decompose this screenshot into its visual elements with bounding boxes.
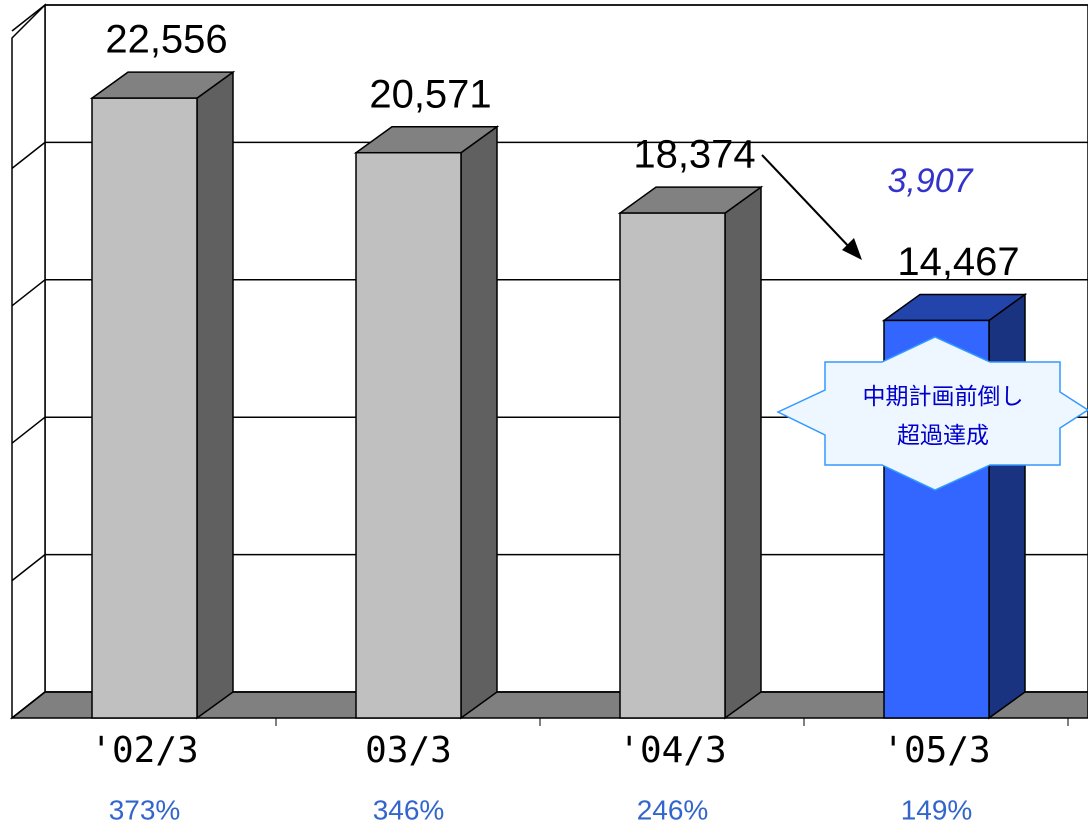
- arrow-head: [842, 238, 862, 260]
- bar: [355, 151, 462, 719]
- callout: [776, 336, 1088, 491]
- grid-line: [11, 4, 46, 32]
- side-wall: [11, 3, 46, 720]
- ratio-label: 149%: [901, 794, 973, 825]
- ratio-label: 346%: [373, 794, 445, 825]
- bar-side: [988, 292, 1026, 720]
- bar-side: [460, 125, 498, 720]
- grid-line: [11, 141, 46, 169]
- value-label: 22,556: [105, 18, 227, 62]
- x-tick-label: 03/3: [365, 730, 452, 771]
- callout-line: 超過達成: [897, 422, 989, 448]
- annotation: 3,907: [887, 162, 973, 200]
- value-label: 20,571: [369, 72, 491, 116]
- grid-line: [11, 279, 46, 307]
- grid-line: [11, 416, 46, 444]
- value-label: 18,374: [633, 133, 755, 177]
- bar: [91, 97, 198, 719]
- x-tick-label: '02/3: [90, 730, 198, 771]
- bar-side: [196, 70, 234, 720]
- value-label: 14,467: [897, 240, 1019, 284]
- ratio-label: 246%: [637, 794, 709, 825]
- grid-line: [11, 691, 46, 719]
- x-tick-label: '04/3: [618, 730, 726, 771]
- callout-line: 中期計画前倒し: [863, 383, 1024, 409]
- x-tick-label: '05/3: [882, 730, 990, 771]
- grid-line: [11, 554, 46, 582]
- ratio-label: 373%: [109, 794, 181, 825]
- arrow: [761, 154, 853, 251]
- bar-side: [724, 185, 762, 720]
- bar: [619, 212, 726, 719]
